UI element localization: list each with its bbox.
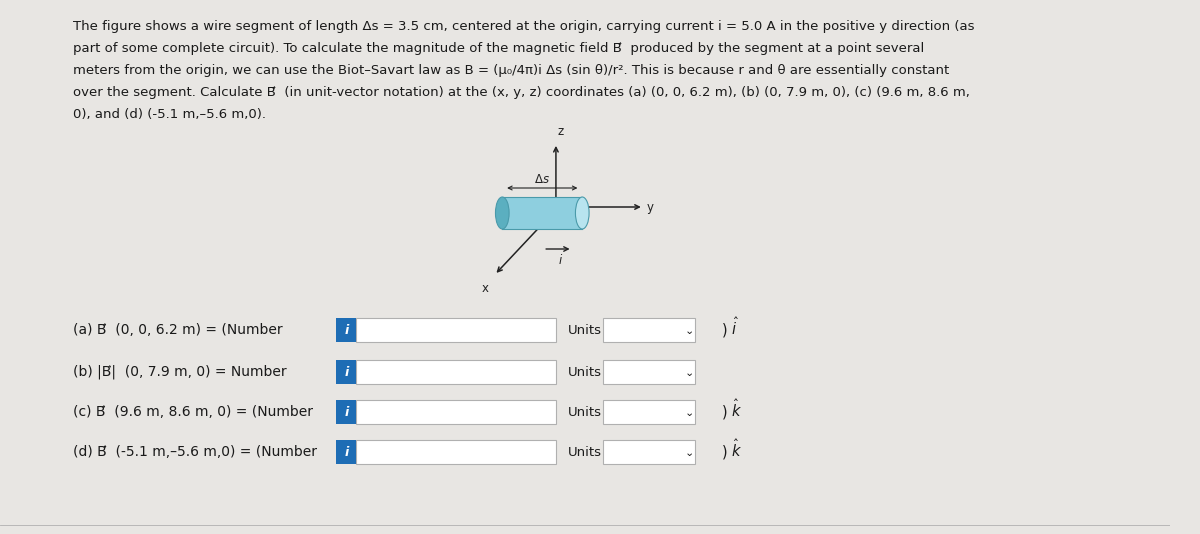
Bar (336, 440, 356, 464)
Bar (356, 400, 556, 424)
Bar (602, 360, 695, 384)
Text: z: z (558, 125, 564, 138)
Bar (356, 440, 556, 464)
Text: over the segment. Calculate B⃗  (in unit-vector notation) at the (x, y, z) coord: over the segment. Calculate B⃗ (in unit-… (73, 86, 970, 99)
Text: Units: Units (568, 445, 601, 459)
Text: Units: Units (568, 365, 601, 379)
Bar (602, 440, 695, 464)
Text: (d) B⃗  (-5.1 m,–5.6 m,0) = (Number: (d) B⃗ (-5.1 m,–5.6 m,0) = (Number (73, 445, 317, 459)
Text: Units: Units (568, 324, 601, 336)
Text: ⌄: ⌄ (685, 448, 695, 458)
Text: ⌄: ⌄ (685, 326, 695, 336)
Bar (602, 318, 695, 342)
Text: (b) |B⃗|  (0, 7.9 m, 0) = Number: (b) |B⃗| (0, 7.9 m, 0) = Number (73, 365, 287, 379)
Text: meters from the origin, we can use the Biot–Savart law as B = (μ₀/4π)i Δs (sin θ: meters from the origin, we can use the B… (73, 64, 949, 77)
Text: (c) B⃗  (9.6 m, 8.6 m, 0) = (Number: (c) B⃗ (9.6 m, 8.6 m, 0) = (Number (73, 405, 313, 419)
Bar (336, 360, 356, 384)
Text: 0), and (d) (-5.1 m,–5.6 m,0).: 0), and (d) (-5.1 m,–5.6 m,0). (73, 108, 266, 121)
Ellipse shape (496, 197, 509, 229)
Text: i: i (558, 254, 562, 267)
Text: (a) B⃗  (0, 0, 6.2 m) = (Number: (a) B⃗ (0, 0, 6.2 m) = (Number (73, 323, 283, 337)
Text: ): ) (721, 323, 727, 337)
Text: ): ) (721, 404, 727, 420)
Text: i: i (344, 365, 348, 379)
Bar (336, 400, 356, 424)
Bar (356, 360, 556, 384)
Text: i: i (344, 445, 348, 459)
Text: ): ) (721, 444, 727, 459)
Text: x: x (481, 282, 488, 295)
Text: Units: Units (568, 405, 601, 419)
Ellipse shape (576, 197, 589, 229)
Text: i: i (732, 321, 736, 336)
Text: $\Delta s$: $\Delta s$ (534, 173, 551, 186)
Text: ⌄: ⌄ (685, 368, 695, 378)
Text: k: k (732, 404, 740, 419)
Bar (336, 318, 356, 342)
Text: part of some complete circuit). To calculate the magnitude of the magnetic field: part of some complete circuit). To calcu… (73, 42, 924, 55)
Text: y: y (647, 200, 654, 214)
Text: k: k (732, 444, 740, 459)
Text: ⌄: ⌄ (685, 408, 695, 418)
Text: The figure shows a wire segment of length Δs = 3.5 cm, centered at the origin, c: The figure shows a wire segment of lengt… (73, 20, 974, 33)
Bar (356, 318, 556, 342)
Text: i: i (344, 405, 348, 419)
Bar (602, 400, 695, 424)
Bar (503, 197, 582, 229)
Text: i: i (344, 324, 348, 336)
